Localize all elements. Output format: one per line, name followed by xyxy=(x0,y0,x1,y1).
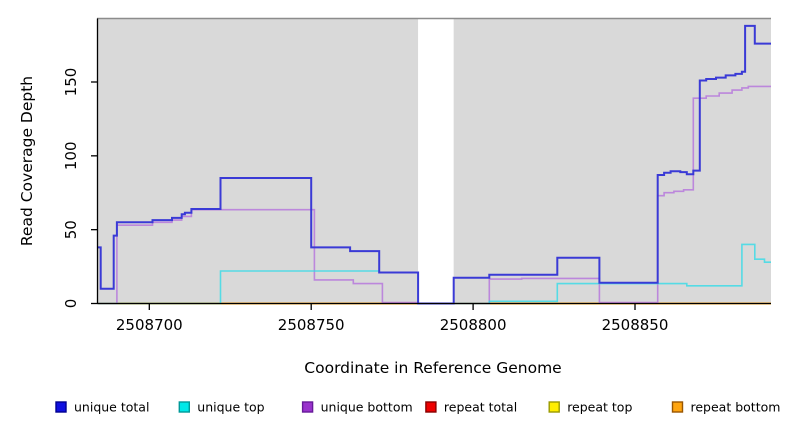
legend-label-unique-top: unique top xyxy=(197,400,264,415)
legend-label-unique-bottom: unique bottom xyxy=(321,400,413,415)
y-tick-label: 100 xyxy=(62,141,80,170)
legend-swatch-repeat-top xyxy=(548,401,560,413)
y-tick-label: 50 xyxy=(62,220,80,239)
x-tick-label: 2508750 xyxy=(278,316,345,334)
legend: unique total unique top unique bottom repea… xyxy=(55,400,781,415)
plot-background-layer xyxy=(97,17,771,305)
legend-label-repeat-top: repeat top xyxy=(567,400,632,415)
series-line-unique-total xyxy=(97,24,771,305)
legend-item-repeat-top: repeat top xyxy=(548,400,632,415)
legend-item-unique-bottom: unique bottom xyxy=(301,400,413,415)
no-data-gap-band xyxy=(418,18,454,305)
y-axis-title: Read Coverage Depth xyxy=(18,76,36,246)
legend-item-repeat-bottom: repeat bottom xyxy=(671,400,781,415)
legend-swatch-repeat-bottom xyxy=(671,401,684,413)
legend-item-unique-total: unique total xyxy=(55,400,149,415)
x-axis-title: Coordinate in Reference Genome xyxy=(304,359,561,377)
legend-label-repeat-bottom: repeat bottom xyxy=(691,400,781,415)
x-tick-label: 2508850 xyxy=(602,316,669,334)
x-tick-label: 2508700 xyxy=(116,316,183,334)
legend-swatch-repeat-total xyxy=(425,401,437,413)
legend-swatch-unique-total xyxy=(55,401,67,413)
y-tick-label: 150 xyxy=(62,68,80,97)
legend-swatch-unique-top xyxy=(178,401,191,413)
legend-label-unique-total: unique total xyxy=(74,400,149,415)
x-tick-label: 2508800 xyxy=(440,316,507,334)
legend-item-repeat-total: repeat total xyxy=(425,400,517,415)
legend-label-repeat-total: repeat total xyxy=(444,400,517,415)
y-tick-label: 0 xyxy=(62,299,80,309)
axes-layer: 0 50 100 150 2508700 2508750 2508800 2508850 xyxy=(62,18,771,334)
legend-swatch-unique-bottom xyxy=(301,401,314,413)
legend-item-unique-top: unique top xyxy=(178,400,265,415)
